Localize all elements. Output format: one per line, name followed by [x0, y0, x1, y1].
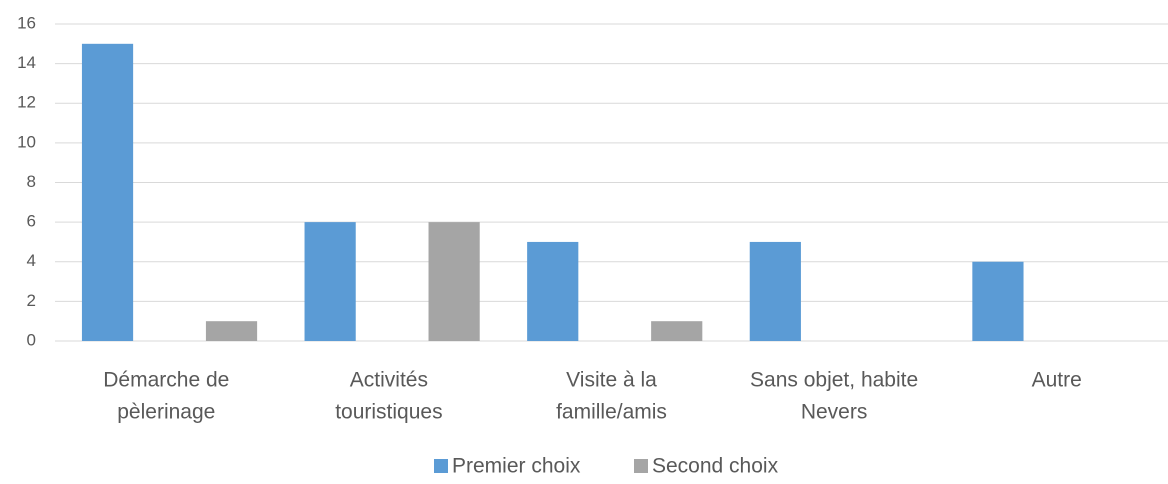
y-tick-label: 2 — [27, 291, 36, 310]
x-tick-label: Activités — [350, 369, 428, 392]
y-tick-label: 10 — [17, 132, 36, 151]
bar — [81, 43, 134, 341]
bar — [205, 321, 258, 341]
bar — [527, 241, 579, 341]
x-tick-label: famille/amis — [556, 401, 667, 424]
legend-label: Second choix — [652, 455, 779, 478]
x-tick-label: Nevers — [801, 401, 868, 424]
y-tick-label: 0 — [27, 330, 36, 349]
x-tick-label: pèlerinage — [117, 401, 215, 424]
y-tick-label: 4 — [27, 251, 36, 270]
legend-label: Premier choix — [452, 455, 581, 478]
bar — [651, 321, 703, 341]
bar — [428, 222, 480, 341]
x-tick-label: Autre — [1032, 369, 1082, 392]
x-tick-label: touristiques — [335, 401, 442, 424]
y-tick-label: 8 — [27, 172, 36, 191]
x-tick-label: Sans objet, habite — [750, 369, 918, 392]
y-tick-label: 16 — [17, 13, 36, 32]
x-tick-label: Démarche de — [103, 369, 229, 392]
x-tick-label: Visite à la — [566, 369, 657, 392]
bar — [304, 222, 356, 341]
bar — [749, 241, 801, 341]
legend-swatch — [434, 459, 448, 473]
bar — [972, 261, 1024, 341]
y-tick-label: 14 — [17, 53, 36, 72]
legend-swatch — [634, 459, 648, 473]
y-tick-label: 12 — [17, 93, 36, 112]
y-tick-label: 6 — [27, 212, 36, 231]
